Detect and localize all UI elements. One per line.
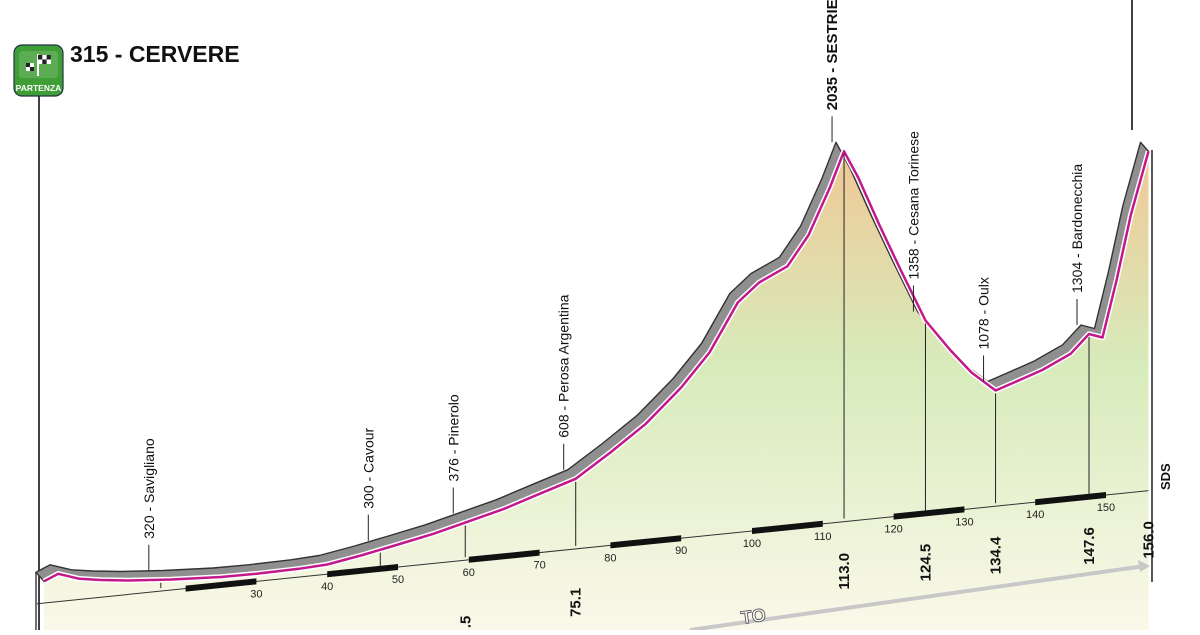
x-tick-label: 60 [463,567,475,579]
km-label: 75.1 [568,588,585,617]
place-label: 2035 - SESTRIERE [824,0,841,110]
km-scale-bar [468,549,540,563]
km-scale-bar [1035,492,1106,506]
km-scale-bar [185,578,257,592]
x-tick-label: 70 [533,560,545,572]
x-tick-label: 150 [1097,502,1115,514]
x-tick-label: 90 [675,545,687,557]
km-label: 134.4 [988,536,1005,574]
route-arrow: TO [689,560,1150,632]
x-tick-label: 40 [321,581,333,593]
place-label: 608 - Perosa Argentina [556,294,572,437]
km-scale-bar [610,535,682,549]
x-tick-label: 120 [884,524,902,536]
place-label: 1304 - Bardonecchia [1069,164,1085,293]
place-label: 376 - Pinerolo [445,394,461,481]
start-title: 315 - CERVERE [70,41,240,67]
start-badge-label: PARTENZA [16,83,62,93]
start-flag-icon [26,54,51,76]
km-scale-bar [752,520,823,534]
start-badge: PARTENZA [13,44,64,97]
place-label: 320 - Savigliano [141,438,157,539]
km-label: 113.0 [836,553,853,590]
km-label: 124.5 [917,544,934,582]
place-label: 300 - Cavour [360,427,376,508]
x-tick-label: 50 [392,574,404,586]
km-label: 156.0 [1140,521,1157,559]
x-tick-label: 140 [1026,509,1044,521]
km-label: 147.6 [1081,527,1098,565]
x-tick-label: 100 [743,538,761,550]
km-scale-bar [327,564,398,578]
x-tick-label: 80 [604,552,616,564]
road-line [43,150,1150,583]
profile-fill-area [44,151,1149,631]
finish-badge: SDS [1158,463,1173,490]
place-label: 1078 - Oulx [976,277,992,349]
x-tick-label: 30 [250,588,262,600]
x-tick-label: 110 [814,531,832,543]
place-label: 1358 - Cesana Torinese [905,131,921,280]
x-tick-label: 130 [955,516,973,528]
km-label: .5 [457,616,474,629]
route-label: TO [740,605,767,628]
km-scale-bar [893,506,965,520]
